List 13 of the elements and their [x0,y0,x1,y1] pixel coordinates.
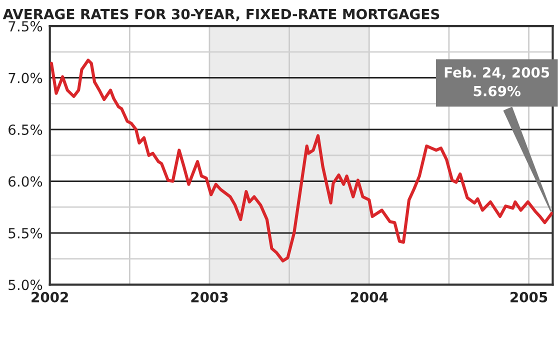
x-tick-label: 2003 [191,292,228,302]
y-tick-label: 6.5% [8,124,42,135]
annotation: Feb. 24, 2005 5.69% [444,66,550,96]
y-tick-label: 6.0% [8,176,42,187]
x-tick-label: 2004 [350,292,388,302]
y-tick-label: 5.5% [8,228,42,238]
y-tick-label: 7.0% [8,72,42,84]
line-series [50,58,553,262]
x-tick-label: 2005 [510,292,548,302]
y-tick-label: 5.0% [8,280,42,290]
x-tick-label: 2002 [32,292,68,302]
chart-title: AVERAGE RATES FOR 30-YEAR, FIXED-RATE MORTGAGES [2,8,440,22]
y-tick-label: 7.5% [8,21,42,32]
